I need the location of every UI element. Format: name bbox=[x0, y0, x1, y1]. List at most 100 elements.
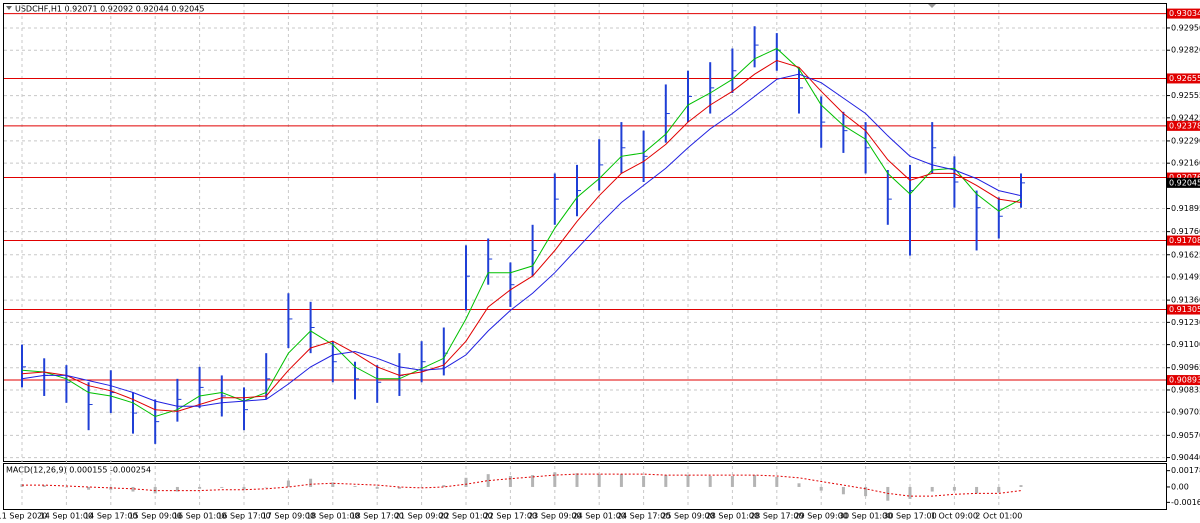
moving-average bbox=[21, 59, 1022, 412]
y-tick-label: 0.90965 bbox=[1171, 363, 1200, 372]
macd-bar bbox=[975, 486, 979, 494]
macd-bar bbox=[508, 475, 512, 487]
y-tick-label: 0.91895 bbox=[1171, 204, 1200, 213]
level-label: 0.92378 bbox=[1169, 121, 1200, 130]
x-tick-label: 16 Sep 01:00 bbox=[173, 512, 226, 521]
level-label-box bbox=[1167, 172, 1200, 183]
x-tick-label: 1 Oct 09:00 bbox=[931, 512, 978, 521]
moving-average bbox=[21, 73, 1022, 407]
macd-bar bbox=[442, 485, 446, 487]
level-label: 0.91305 bbox=[1169, 305, 1200, 314]
x-tick-label: 2 Oct 01:00 bbox=[975, 512, 1022, 521]
x-tick-label: 22 Sep 01:00 bbox=[439, 512, 492, 521]
y-tick-label: 0.90440 bbox=[1171, 453, 1200, 462]
macd-bar bbox=[930, 486, 934, 492]
macd-bar bbox=[664, 475, 668, 487]
macd-title: MACD(12,26,9) 0.000155 -0.000254 bbox=[6, 466, 151, 475]
x-tick-label: 17 Sep 09:00 bbox=[262, 512, 315, 521]
y-tick-label: 0.91495 bbox=[1171, 273, 1200, 282]
x-tick-label: 24 Sep 01:00 bbox=[572, 512, 625, 521]
macd-bar bbox=[375, 486, 379, 489]
macd-bar bbox=[642, 475, 646, 487]
macd-bar bbox=[353, 486, 357, 487]
x-tick-label: 14 Sep 17:00 bbox=[84, 512, 137, 521]
macd-bar bbox=[619, 474, 623, 487]
macd-bar bbox=[775, 476, 779, 487]
macd-bar bbox=[131, 486, 135, 492]
macd-bar bbox=[242, 486, 246, 490]
macd-bar bbox=[952, 486, 956, 491]
macd-bar bbox=[730, 475, 734, 487]
macd-bar bbox=[553, 472, 557, 487]
macd-bar bbox=[264, 486, 268, 488]
x-tick-label: 30 Sep 01:00 bbox=[839, 512, 892, 521]
y-tick-label: 0.001782 bbox=[1171, 466, 1200, 475]
shift-marker bbox=[928, 4, 936, 8]
y-tick-label: 0.90835 bbox=[1171, 385, 1200, 394]
macd-bar bbox=[486, 474, 490, 487]
level-label: 0.92076 bbox=[1169, 173, 1200, 182]
x-tick-label: 11 Sep 2020 bbox=[0, 512, 47, 521]
x-tick-label: 30 Sep 17:00 bbox=[883, 512, 936, 521]
x-tick-label: 14 Sep 01:00 bbox=[40, 512, 93, 521]
x-tick-label: 18 Sep 17:00 bbox=[350, 512, 403, 521]
y-tick-label: 0.92555 bbox=[1171, 91, 1200, 100]
x-tick-label: 16 Sep 17:00 bbox=[217, 512, 270, 521]
last-price-box bbox=[1167, 177, 1200, 188]
macd-signal bbox=[22, 473, 1022, 497]
macd-bar bbox=[64, 486, 68, 488]
macd-bar bbox=[531, 475, 535, 487]
macd-bar bbox=[1019, 485, 1023, 487]
macd-bar bbox=[819, 486, 823, 491]
macd-bar bbox=[686, 475, 690, 487]
level-label: 0.92655 bbox=[1169, 74, 1200, 83]
macd-bar bbox=[198, 486, 202, 489]
x-tick-label: 25 Sep 09:00 bbox=[661, 512, 714, 521]
macd-bar bbox=[286, 480, 290, 487]
moving-average bbox=[21, 47, 1022, 418]
y-tick-label: 0.90705 bbox=[1171, 408, 1200, 417]
macd-bar bbox=[42, 485, 46, 487]
chart-title: USDCHF,H1 0.92071 0.92092 0.92044 0.9204… bbox=[15, 5, 204, 14]
y-tick-label: -0.001684 bbox=[1171, 498, 1200, 507]
x-tick-label: 23 Sep 09:00 bbox=[528, 512, 581, 521]
x-tick-label: 21 Sep 09:00 bbox=[395, 512, 448, 521]
level-label-box bbox=[1167, 8, 1200, 19]
macd-bar bbox=[797, 483, 801, 487]
level-label: 0.93034 bbox=[1169, 9, 1200, 18]
macd-bar bbox=[309, 478, 313, 487]
level-label-box bbox=[1167, 375, 1200, 386]
level-label-box bbox=[1167, 304, 1200, 315]
macd-bar bbox=[175, 486, 179, 492]
x-tick-label: 18 Sep 01:00 bbox=[306, 512, 359, 521]
y-tick-label: 0.92425 bbox=[1171, 113, 1200, 122]
macd-bar bbox=[753, 475, 757, 487]
x-tick-label: 29 Sep 09:00 bbox=[794, 512, 847, 521]
macd-bar bbox=[864, 486, 868, 497]
last-price-label: 0.92045 bbox=[1169, 178, 1200, 187]
macd-bar bbox=[397, 486, 401, 489]
macd-bar bbox=[908, 486, 912, 499]
x-tick-label: 24 Sep 17:00 bbox=[617, 512, 670, 521]
level-label-box bbox=[1167, 73, 1200, 84]
x-tick-label: 28 Sep 01:00 bbox=[706, 512, 759, 521]
symbol-icon bbox=[6, 6, 12, 10]
level-label: 0.91708 bbox=[1169, 236, 1200, 245]
macd-bar bbox=[575, 473, 579, 487]
x-tick-label: 28 Sep 17:00 bbox=[750, 512, 803, 521]
macd-bar bbox=[331, 482, 335, 487]
macd-bar bbox=[87, 486, 91, 490]
macd-bar bbox=[220, 486, 224, 488]
macd-bar bbox=[997, 486, 1001, 493]
y-tick-label: 0.00 bbox=[1171, 482, 1189, 491]
